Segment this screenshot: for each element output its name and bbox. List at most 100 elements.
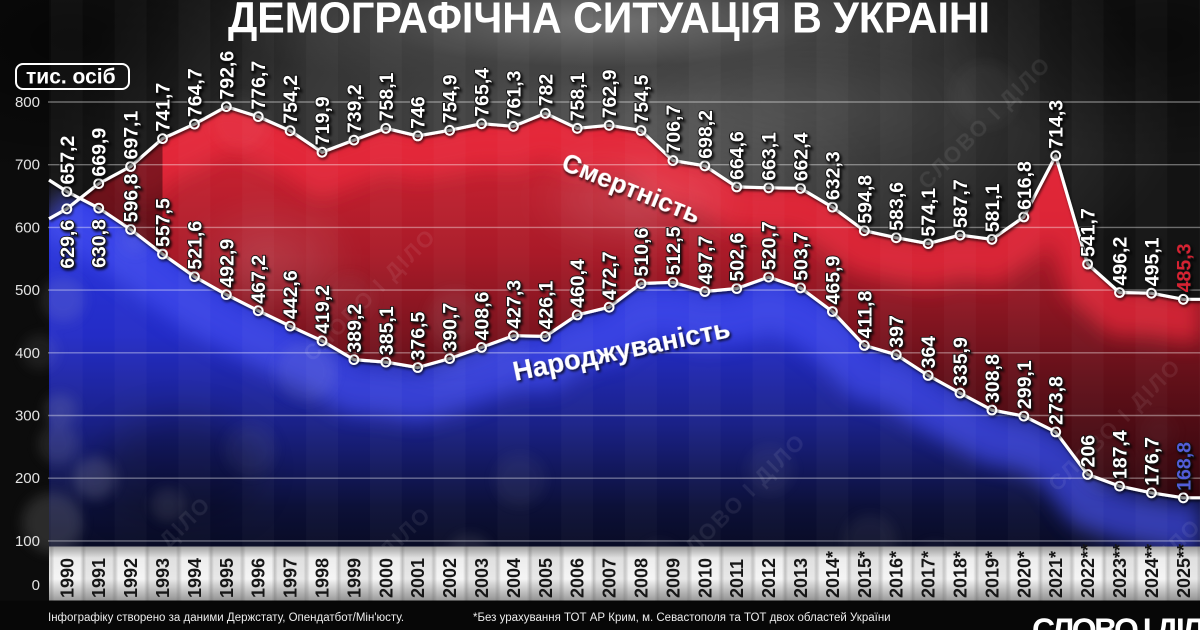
svg-text:502,6: 502,6 <box>727 233 749 282</box>
svg-text:300: 300 <box>15 408 40 425</box>
svg-text:442,6: 442,6 <box>280 270 302 319</box>
svg-text:2000: 2000 <box>376 558 396 598</box>
svg-text:299,1: 299,1 <box>1014 360 1036 409</box>
svg-text:754,5: 754,5 <box>631 75 653 124</box>
svg-text:335,9: 335,9 <box>950 337 972 386</box>
svg-text:761,3: 761,3 <box>503 70 525 119</box>
svg-text:2024**: 2024** <box>1142 544 1162 598</box>
svg-text:СЛОВО І ДІЛО: СЛОВО І ДІЛО <box>1032 612 1200 630</box>
svg-text:2009: 2009 <box>663 558 683 598</box>
svg-text:2017*: 2017* <box>919 551 939 598</box>
svg-text:1993: 1993 <box>153 558 173 598</box>
svg-text:2006: 2006 <box>568 558 588 598</box>
svg-text:308,8: 308,8 <box>982 354 1004 403</box>
svg-text:574,1: 574,1 <box>918 188 940 237</box>
svg-text:0: 0 <box>32 577 40 594</box>
svg-text:583,6: 583,6 <box>886 182 908 231</box>
svg-text:176,7: 176,7 <box>1141 437 1163 486</box>
svg-text:2025**: 2025** <box>1174 544 1194 598</box>
svg-text:206: 206 <box>1078 435 1100 468</box>
svg-text:427,3: 427,3 <box>503 280 525 329</box>
svg-text:758,1: 758,1 <box>567 72 589 121</box>
svg-text:662,4: 662,4 <box>791 132 813 181</box>
svg-text:2018*: 2018* <box>951 551 971 598</box>
svg-text:496,2: 496,2 <box>1110 237 1132 286</box>
svg-text:503,7: 503,7 <box>791 232 813 281</box>
svg-text:698,2: 698,2 <box>695 110 717 159</box>
svg-text:706,7: 706,7 <box>663 105 685 154</box>
svg-text:520,7: 520,7 <box>759 221 781 270</box>
svg-text:741,7: 741,7 <box>153 83 175 132</box>
svg-text:2012: 2012 <box>759 558 779 598</box>
svg-text:460,4: 460,4 <box>567 259 589 308</box>
svg-text:700: 700 <box>15 157 40 174</box>
svg-text:629,6: 629,6 <box>57 220 79 269</box>
svg-text:2004: 2004 <box>504 558 524 598</box>
svg-text:2002: 2002 <box>440 558 460 598</box>
svg-text:754,2: 754,2 <box>280 75 302 124</box>
svg-text:630,8: 630,8 <box>89 219 111 268</box>
svg-text:200: 200 <box>15 470 40 487</box>
svg-text:419,2: 419,2 <box>312 285 334 334</box>
svg-text:2016*: 2016* <box>887 551 907 598</box>
svg-text:776,7: 776,7 <box>248 61 270 110</box>
svg-text:1997: 1997 <box>281 558 301 598</box>
svg-text:512,5: 512,5 <box>663 226 685 275</box>
svg-text:758,1: 758,1 <box>376 72 398 121</box>
svg-text:397: 397 <box>886 315 908 348</box>
svg-text:390,7: 390,7 <box>440 303 462 352</box>
svg-text:764,7: 764,7 <box>184 68 206 117</box>
svg-text:2005: 2005 <box>536 558 556 598</box>
svg-text:2011: 2011 <box>727 559 747 598</box>
svg-text:632,3: 632,3 <box>822 151 844 200</box>
svg-text:492,9: 492,9 <box>216 239 238 288</box>
svg-text:2013: 2013 <box>791 558 811 598</box>
svg-text:541,7: 541,7 <box>1078 208 1100 257</box>
svg-text:596,8: 596,8 <box>121 173 143 222</box>
svg-text:485,3: 485,3 <box>1173 243 1195 292</box>
svg-text:657,2: 657,2 <box>57 136 79 185</box>
svg-text:тис. осіб: тис. осіб <box>26 66 116 89</box>
svg-text:762,9: 762,9 <box>599 69 621 118</box>
svg-text:385,1: 385,1 <box>376 306 398 355</box>
svg-text:Інфографіку створено за даними: Інфографіку створено за даними Держстату… <box>48 612 404 624</box>
svg-text:2021*: 2021* <box>1046 551 1066 598</box>
svg-text:581,1: 581,1 <box>982 183 1004 232</box>
svg-text:168,8: 168,8 <box>1173 442 1195 491</box>
svg-text:1994: 1994 <box>185 558 205 598</box>
svg-text:669,9: 669,9 <box>89 128 111 177</box>
svg-text:2010: 2010 <box>695 558 715 598</box>
svg-text:376,5: 376,5 <box>408 312 430 361</box>
svg-text:664,6: 664,6 <box>727 131 749 180</box>
svg-text:472,7: 472,7 <box>599 251 621 300</box>
svg-text:273,8: 273,8 <box>1046 376 1068 425</box>
svg-text:754,9: 754,9 <box>440 74 462 123</box>
svg-text:2022**: 2022** <box>1078 544 1098 598</box>
svg-text:765,4: 765,4 <box>472 68 494 117</box>
svg-text:510,6: 510,6 <box>631 228 653 277</box>
svg-text:1999: 1999 <box>344 558 364 598</box>
svg-text:600: 600 <box>15 219 40 236</box>
svg-text:1995: 1995 <box>217 558 237 598</box>
svg-text:465,9: 465,9 <box>822 256 844 305</box>
svg-text:792,6: 792,6 <box>216 51 238 100</box>
svg-text:411,8: 411,8 <box>854 291 876 339</box>
svg-text:187,4: 187,4 <box>1110 430 1132 479</box>
svg-text:500: 500 <box>15 282 40 299</box>
svg-text:2001: 2001 <box>408 558 428 598</box>
svg-text:616,8: 616,8 <box>1014 161 1036 210</box>
svg-text:495,1: 495,1 <box>1141 237 1163 286</box>
svg-text:2020*: 2020* <box>1014 551 1034 598</box>
svg-text:739,2: 739,2 <box>344 84 366 133</box>
svg-text:2008: 2008 <box>632 558 652 598</box>
svg-text:1991: 1991 <box>89 558 109 598</box>
svg-text:*Без урахування ТОТ АР Крим, м: *Без урахування ТОТ АР Крим, м. Севастоп… <box>473 612 891 624</box>
svg-text:2014*: 2014* <box>823 551 843 598</box>
svg-text:497,7: 497,7 <box>695 236 717 285</box>
svg-text:1990: 1990 <box>57 558 77 598</box>
svg-text:100: 100 <box>15 533 40 550</box>
svg-text:746: 746 <box>408 96 430 129</box>
svg-text:408,6: 408,6 <box>472 291 494 340</box>
svg-text:557,5: 557,5 <box>153 198 175 247</box>
svg-text:ДЕМОГРАФІЧНА СИТУАЦІЯ В УКРАЇН: ДЕМОГРАФІЧНА СИТУАЦІЯ В УКРАЇНІ <box>228 0 990 43</box>
